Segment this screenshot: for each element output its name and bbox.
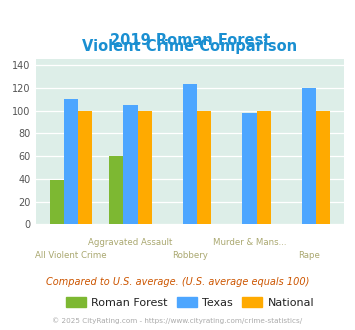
- Bar: [183, 84, 197, 224]
- Bar: [257, 111, 271, 224]
- Bar: [50, 180, 64, 224]
- Bar: [109, 156, 123, 224]
- Text: © 2025 CityRating.com - https://www.cityrating.com/crime-statistics/: © 2025 CityRating.com - https://www.city…: [53, 317, 302, 324]
- Legend: Roman Forest, Texas, National: Roman Forest, Texas, National: [61, 293, 318, 312]
- Text: Robbery: Robbery: [172, 251, 208, 260]
- Bar: [123, 105, 138, 224]
- Bar: [316, 111, 330, 224]
- Text: All Violent Crime: All Violent Crime: [35, 251, 107, 260]
- Text: 2019 Roman Forest: 2019 Roman Forest: [110, 33, 270, 48]
- Bar: [64, 99, 78, 224]
- Text: Murder & Mans...: Murder & Mans...: [213, 238, 286, 247]
- Bar: [242, 113, 257, 224]
- Text: Aggravated Assault: Aggravated Assault: [88, 238, 173, 247]
- Text: Violent Crime Comparison: Violent Crime Comparison: [82, 40, 297, 54]
- Bar: [138, 111, 152, 224]
- Bar: [197, 111, 211, 224]
- Text: Rape: Rape: [298, 251, 320, 260]
- Bar: [78, 111, 92, 224]
- Bar: [302, 88, 316, 224]
- Text: Compared to U.S. average. (U.S. average equals 100): Compared to U.S. average. (U.S. average …: [46, 277, 309, 287]
